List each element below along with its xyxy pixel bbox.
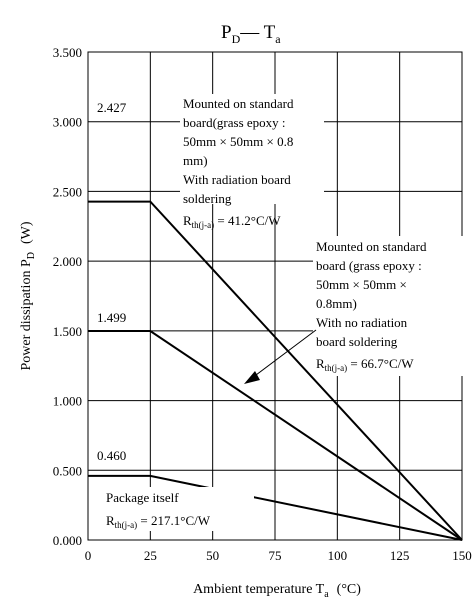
x-axis-ticks: 0 25 50 75 100 125 150 (85, 548, 472, 563)
svg-text:Mounted on standard: Mounted on standard (316, 239, 427, 254)
series-line-1 (88, 200, 463, 541)
value-label-0460: 0.460 (97, 448, 126, 463)
annotation-arrow-line (251, 329, 317, 379)
value-label-2427: 2.427 (97, 100, 127, 115)
x-tick-label: 150 (452, 548, 472, 563)
x-tick-label: 0 (85, 548, 92, 563)
svg-text:50mm × 50mm ×: 50mm × 50mm × (316, 277, 407, 292)
value-label-1499: 1.499 (97, 310, 126, 325)
svg-text:Rth(j-a) = 217.1°C/W: Rth(j-a) = 217.1°C/W (106, 513, 211, 530)
x-tick-label: 100 (328, 548, 348, 563)
y-tick-label: 3.500 (53, 45, 82, 60)
y-tick-label: 1.000 (53, 394, 82, 409)
svg-text:With radiation board: With radiation board (183, 172, 291, 187)
svg-text:With no radiation: With no radiation (316, 315, 408, 330)
x-tick-label: 125 (390, 548, 410, 563)
svg-text:Package itself: Package itself (106, 490, 179, 505)
x-tick-label: 25 (144, 548, 157, 563)
series-lines (88, 200, 463, 541)
svg-text:soldering: soldering (183, 191, 232, 206)
series-line-2 (88, 330, 463, 541)
svg-text:board (grass epoxy :: board (grass epoxy : (316, 258, 422, 273)
y-tick-label: 3.000 (53, 115, 82, 130)
y-axis-ticks: 0.000 0.500 1.000 1.500 2.000 2.500 3.000 3.500 (53, 45, 82, 548)
svg-text:50mm × 50mm × 0.8: 50mm × 50mm × 0.8 (183, 134, 293, 149)
x-tick-label: 50 (206, 548, 219, 563)
y-tick-label: 1.500 (53, 324, 82, 339)
svg-text:board soldering: board soldering (316, 334, 398, 349)
x-axis-label: Ambient temperature Ta (°C) (193, 582, 361, 600)
svg-text:Rth(j-a) = 66.7°C/W: Rth(j-a) = 66.7°C/W (316, 356, 414, 373)
annotation-radiation-board: Mounted on standard board(grass epoxy : … (180, 94, 324, 230)
y-tick-label: 0.000 (53, 533, 82, 548)
y-tick-label: 2.000 (53, 254, 82, 269)
annotation-arrowhead (244, 371, 260, 384)
y-tick-label: 2.500 (53, 184, 82, 199)
svg-text:0.8mm): 0.8mm) (316, 296, 357, 311)
annotation-package-itself: Package itself Rth(j-a) = 217.1°C/W (104, 487, 254, 531)
y-axis-label: Power dissipation PD(W) (19, 221, 37, 370)
svg-text:board(grass epoxy :: board(grass epoxy : (183, 115, 286, 130)
svg-text:mm): mm) (183, 153, 208, 168)
svg-text:Rth(j-a) = 41.2°C/W: Rth(j-a) = 41.2°C/W (183, 213, 281, 230)
y-tick-label: 0.500 (53, 463, 82, 478)
chart-title: PD— Ta (221, 22, 281, 46)
series-line-3 (88, 474, 463, 541)
annotation-no-radiation-board: Mounted on standard board (grass epoxy :… (313, 236, 463, 376)
svg-text:Mounted on standard: Mounted on standard (183, 96, 294, 111)
x-tick-label: 75 (269, 548, 282, 563)
